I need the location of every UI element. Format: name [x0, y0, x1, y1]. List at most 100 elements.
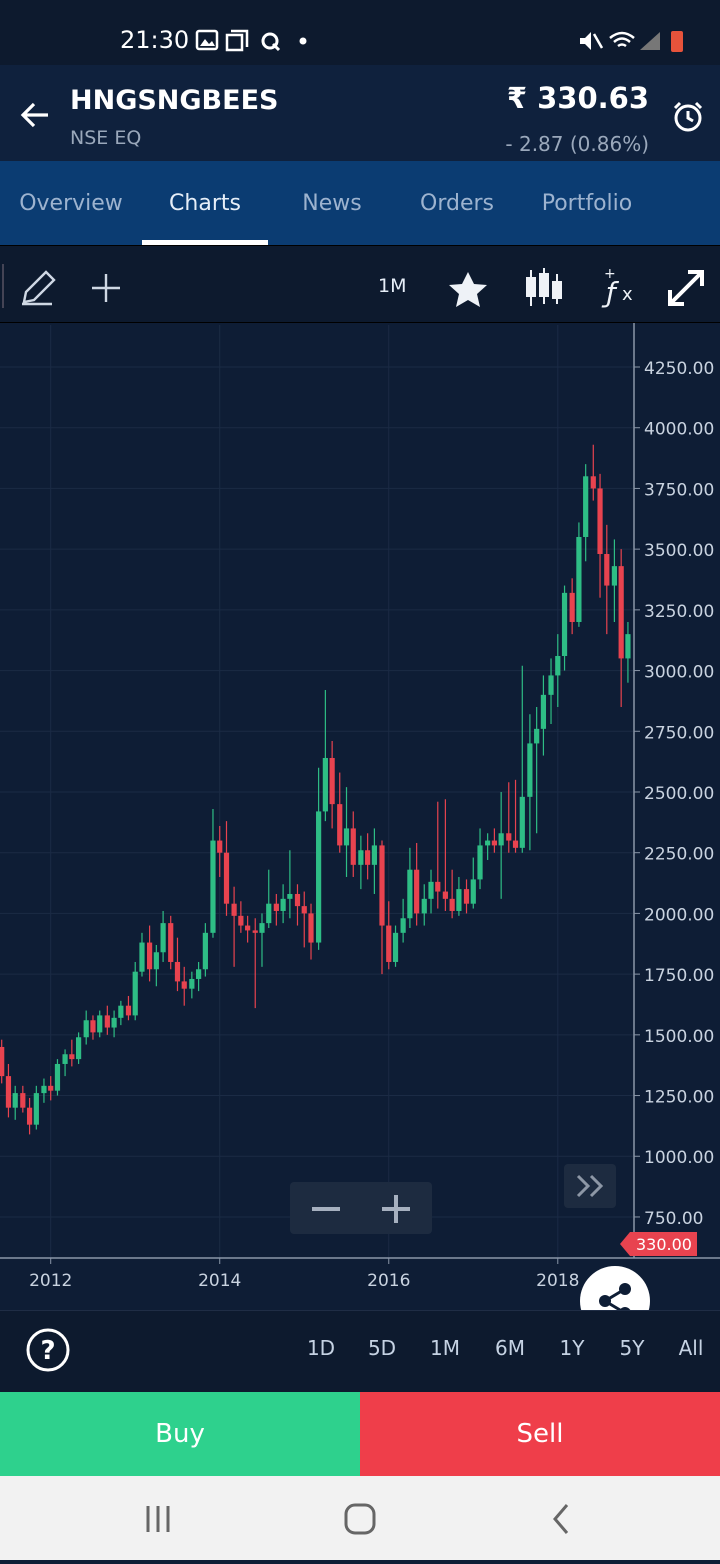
- candle-body: [485, 840, 491, 846]
- chart-type[interactable]: [526, 268, 562, 306]
- candle-body: [512, 840, 519, 848]
- nav-bar: [0, 1476, 720, 1560]
- y-tick-label: 3500.00: [644, 541, 714, 561]
- candle-body: [12, 1093, 18, 1108]
- candle-body: [322, 757, 328, 812]
- tab[interactable]: News: [302, 191, 362, 216]
- range-button[interactable]: 5D: [367, 1336, 397, 1360]
- candle-body: [576, 537, 582, 622]
- range-button[interactable]: 1D: [306, 1336, 336, 1360]
- price-change: - 2.87 (0.86%): [505, 132, 649, 156]
- candle-body: [407, 869, 413, 919]
- interval[interactable]: 1M: [378, 275, 407, 297]
- range-button[interactable]: 1Y: [559, 1336, 585, 1360]
- candle-body: [266, 903, 272, 924]
- tab[interactable]: Portfolio: [541, 191, 633, 216]
- header: HNGSNGBEES NSE EQ ₹ 330.63 - 2.87 (0.86%…: [0, 65, 720, 161]
- status-icons: [195, 29, 307, 52]
- candle-body: [470, 879, 476, 904]
- candle-body: [223, 852, 230, 904]
- candle-body: [90, 1020, 96, 1033]
- scroll-latest[interactable]: [564, 1164, 616, 1208]
- candle-body: [245, 925, 251, 931]
- tab-bar: Overview Charts News Orders Portfolio: [0, 161, 720, 245]
- range-button[interactable]: 5Y: [619, 1336, 645, 1360]
- candle-body: [491, 840, 497, 846]
- candle-body: [189, 978, 195, 989]
- candle-body: [534, 728, 540, 744]
- candle-body: [168, 923, 174, 962]
- candle-body: [41, 1085, 47, 1094]
- y-tick-label: 750.00: [644, 1209, 703, 1229]
- candle-body: [555, 655, 561, 676]
- buy-button[interactable]: Buy: [0, 1392, 360, 1476]
- candle-body: [181, 981, 187, 989]
- sell-button[interactable]: Sell: [360, 1392, 720, 1476]
- tab[interactable]: Overview: [19, 191, 123, 216]
- y-tick-label: 1000.00: [644, 1148, 714, 1168]
- status-bar: 21:30: [0, 0, 720, 65]
- exchange: NSE EQ: [70, 127, 142, 149]
- y-tick-label: 4000.00: [644, 420, 714, 440]
- candle-body: [160, 923, 166, 953]
- favorite[interactable]: [449, 272, 487, 307]
- y-tick-label: 3250.00: [644, 602, 714, 622]
- candle-body: [97, 1015, 103, 1033]
- crosshair-tool[interactable]: [92, 274, 120, 302]
- candle-body: [590, 476, 596, 489]
- tab[interactable]: Charts: [169, 191, 241, 216]
- candle-body: [498, 833, 504, 846]
- candle-body: [0, 1046, 5, 1077]
- candle-body: [365, 850, 371, 865]
- back-button[interactable]: [18, 99, 52, 133]
- indicators[interactable]: +: [604, 266, 616, 282]
- range-button[interactable]: 6M: [495, 1336, 525, 1360]
- tab-indicator: [142, 240, 268, 245]
- tab[interactable]: Orders: [420, 191, 494, 216]
- last-price-label: 330.00: [636, 1235, 692, 1254]
- candle-body: [125, 1005, 132, 1016]
- candle-body: [273, 903, 279, 911]
- y-tick-label: 1750.00: [644, 966, 714, 986]
- candle-body: [329, 757, 335, 805]
- candle-body: [294, 893, 301, 907]
- range-button[interactable]: All: [678, 1336, 704, 1360]
- candle-body: [583, 476, 589, 538]
- svg-text:ƒ: ƒ: [601, 276, 620, 309]
- candle-body: [153, 952, 159, 970]
- candle-body: [132, 971, 138, 1016]
- candle-body: [519, 796, 525, 848]
- candle-body: [217, 840, 223, 853]
- candle-body: [202, 932, 208, 970]
- candle-body: [62, 1054, 68, 1064]
- candle-body: [618, 566, 624, 659]
- draw-tool[interactable]: [22, 270, 56, 306]
- candle-body: [75, 1037, 82, 1060]
- last-price-tag: [620, 1232, 697, 1256]
- y-tick-label: 1500.00: [644, 1027, 714, 1047]
- candle-body: [604, 554, 610, 586]
- candle-body: [337, 804, 343, 846]
- zoom-in[interactable]: [382, 1195, 410, 1223]
- candle-body: [111, 1017, 117, 1028]
- candle-body: [540, 694, 547, 729]
- fullscreen[interactable]: [668, 270, 704, 306]
- range-button[interactable]: 1M: [430, 1336, 460, 1360]
- alert-button[interactable]: [671, 100, 705, 134]
- help-button[interactable]: ?: [24, 1326, 72, 1374]
- candle-body: [252, 930, 258, 933]
- candle-body: [287, 893, 293, 899]
- candle-body: [350, 828, 356, 865]
- status-time: 21:30: [120, 26, 190, 54]
- candle-body: [20, 1093, 26, 1108]
- svg-text:?: ?: [40, 1336, 55, 1366]
- candle-body: [379, 845, 385, 926]
- svg-text:x: x: [622, 284, 633, 305]
- y-tick-label: 4250.00: [644, 359, 714, 379]
- candle-body: [33, 1093, 39, 1125]
- candle-body: [48, 1085, 54, 1091]
- x-tick-label: 2012: [29, 1271, 72, 1291]
- candle-body: [146, 942, 153, 970]
- candle-body: [69, 1054, 75, 1060]
